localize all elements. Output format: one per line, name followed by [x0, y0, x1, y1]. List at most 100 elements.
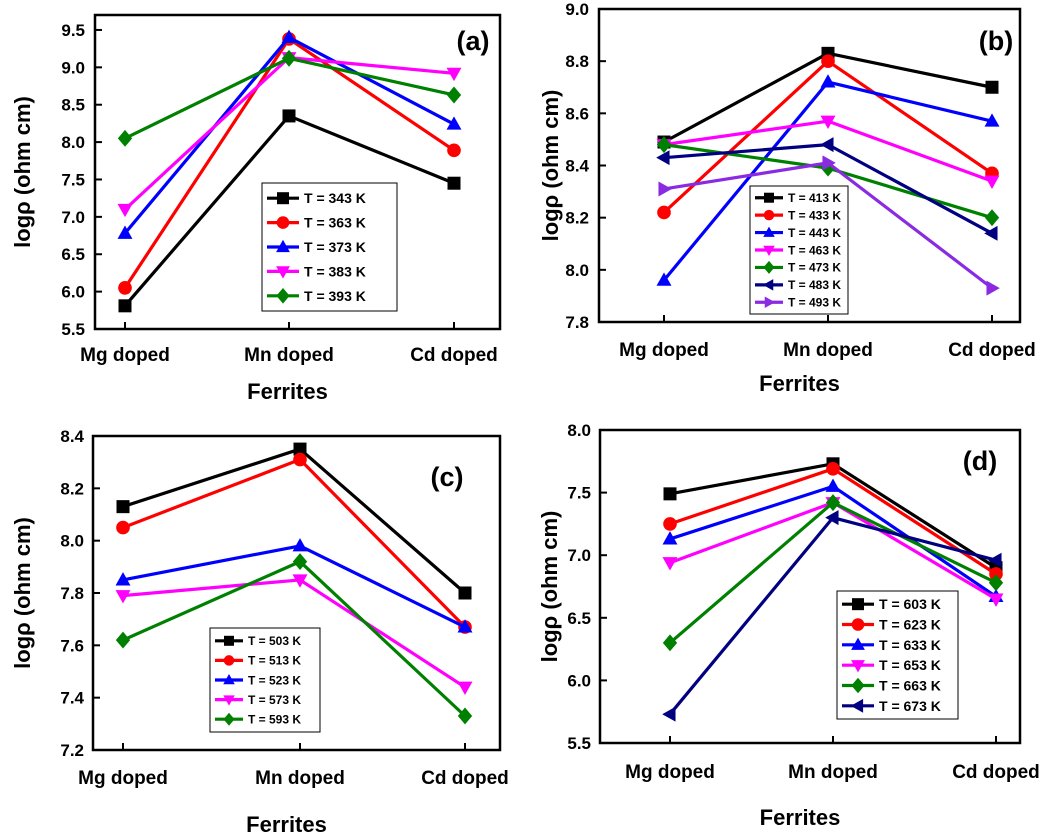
legend-label: T = 513 K	[248, 654, 301, 668]
y-tick-label: 7.4	[60, 689, 84, 708]
data-point	[656, 136, 672, 154]
x-tick-label: Cd doped	[952, 762, 1040, 783]
y-tick-label: 7.0	[61, 208, 85, 227]
legend-marker	[850, 698, 864, 713]
data-point	[446, 116, 462, 130]
y-tick-label: 8.2	[60, 479, 84, 498]
panel-label: (b)	[979, 26, 1013, 56]
data-point	[662, 634, 678, 652]
legend-label: T = 663 K	[879, 678, 941, 694]
data-point	[457, 707, 473, 725]
x-axis-title: Ferrites	[760, 805, 841, 830]
legend-marker	[276, 266, 290, 279]
y-tick-label: 6.0	[567, 671, 591, 690]
data-point	[117, 203, 133, 218]
legend-label: T = 383 K	[304, 263, 366, 279]
legend-marker	[851, 677, 865, 694]
data-point	[988, 593, 1004, 607]
x-tick-label: Mg doped	[80, 345, 170, 366]
legend-label: T = 673 K	[879, 698, 941, 714]
data-point	[293, 442, 307, 456]
data-point	[984, 225, 998, 241]
data-point	[458, 586, 472, 600]
y-tick-label: 7.5	[567, 484, 591, 503]
data-point	[826, 461, 840, 476]
legend-marker	[223, 674, 235, 685]
y-tick-label: 9.5	[61, 21, 85, 40]
legend-label: T = 623 K	[879, 617, 941, 633]
data-point	[822, 155, 836, 171]
y-tick-label: 7.0	[567, 546, 591, 565]
y-tick-label: 7.8	[565, 313, 589, 332]
y-tick-label: 8.8	[565, 52, 589, 71]
legend-marker	[763, 279, 774, 291]
x-tick-label: Mg doped	[625, 762, 715, 783]
legend-marker	[764, 296, 775, 309]
data-point	[984, 175, 1000, 189]
legend-label: T = 593 K	[248, 713, 301, 727]
y-tick-label: 8.0	[565, 261, 589, 280]
data-point	[446, 67, 462, 82]
y-tick-label: 7.5	[61, 170, 85, 189]
data-point	[658, 181, 672, 197]
data-point	[825, 510, 839, 526]
chart-panel-4: 5.5 6.0 6.5 7.0 7.5 8.0 Mg doped Mn doped Cd dop…	[537, 421, 1040, 830]
data-point	[293, 452, 307, 467]
legend-label: T = 413 K	[788, 191, 841, 205]
data-point	[820, 137, 834, 153]
y-tick-label: 6.5	[61, 245, 85, 264]
data-point	[820, 159, 836, 177]
data-point	[281, 49, 297, 67]
legend-label: T = 443 K	[788, 226, 841, 240]
data-point	[292, 538, 308, 552]
data-point	[984, 209, 1000, 227]
legend-label: T = 493 K	[788, 296, 841, 310]
x-tick-label: Cd doped	[948, 340, 1036, 361]
data-point	[663, 487, 677, 501]
data-point	[116, 520, 130, 535]
y-tick-label: 8.4	[565, 157, 589, 176]
y-axis-title: logρ (ohm cm)	[10, 96, 35, 248]
legend-marker	[851, 660, 865, 673]
data-point	[447, 176, 461, 190]
data-point	[117, 225, 133, 239]
chart-panel-3: 7.2 7.4 7.6 7.8 8.0 8.2 8.4 Mg doped Mn doped Cd …	[10, 427, 509, 837]
x-tick-label: Mn doped	[788, 762, 878, 783]
data-point	[446, 86, 462, 104]
data-point	[281, 29, 297, 43]
data-point	[292, 574, 308, 588]
legend-label: T = 573 K	[248, 693, 301, 707]
legend-marker	[763, 226, 775, 237]
panel-label: (a)	[457, 26, 490, 56]
y-tick-label: 5.5	[567, 734, 591, 753]
legend-marker	[276, 216, 290, 229]
y-tick-label: 8.5	[61, 96, 85, 115]
legend-label: T = 373 K	[304, 239, 366, 255]
data-point	[988, 574, 1004, 592]
legend-label: T = 343 K	[304, 190, 366, 206]
data-point	[821, 54, 835, 68]
y-tick-label: 8.6	[565, 104, 589, 123]
data-point	[820, 115, 836, 129]
data-point	[985, 80, 999, 94]
x-tick-label: Mg doped	[78, 768, 168, 789]
chart-panel-1: 5.5 6.0 6.5 7.0 7.5 8.0 8.5 9.0 9.5 Mg doped Mn do…	[10, 13, 502, 404]
panel-label: (d)	[963, 446, 997, 476]
data-point	[820, 74, 836, 88]
data-point	[989, 567, 1003, 581]
data-point	[984, 113, 1000, 127]
legend-label: T = 483 K	[788, 278, 841, 292]
legend-marker	[763, 245, 775, 256]
legend-marker	[224, 635, 234, 646]
data-point	[656, 272, 672, 286]
y-tick-label: 9.0	[61, 58, 85, 77]
x-tick-label: Mn doped	[783, 340, 873, 361]
panel-label: (c)	[431, 462, 464, 492]
legend-label: T = 463 K	[788, 243, 841, 257]
legend-marker	[223, 695, 235, 706]
legend-marker	[851, 637, 865, 650]
legend-marker	[223, 655, 235, 666]
y-tick-label: 6.5	[567, 609, 591, 628]
legend-marker	[852, 598, 864, 611]
